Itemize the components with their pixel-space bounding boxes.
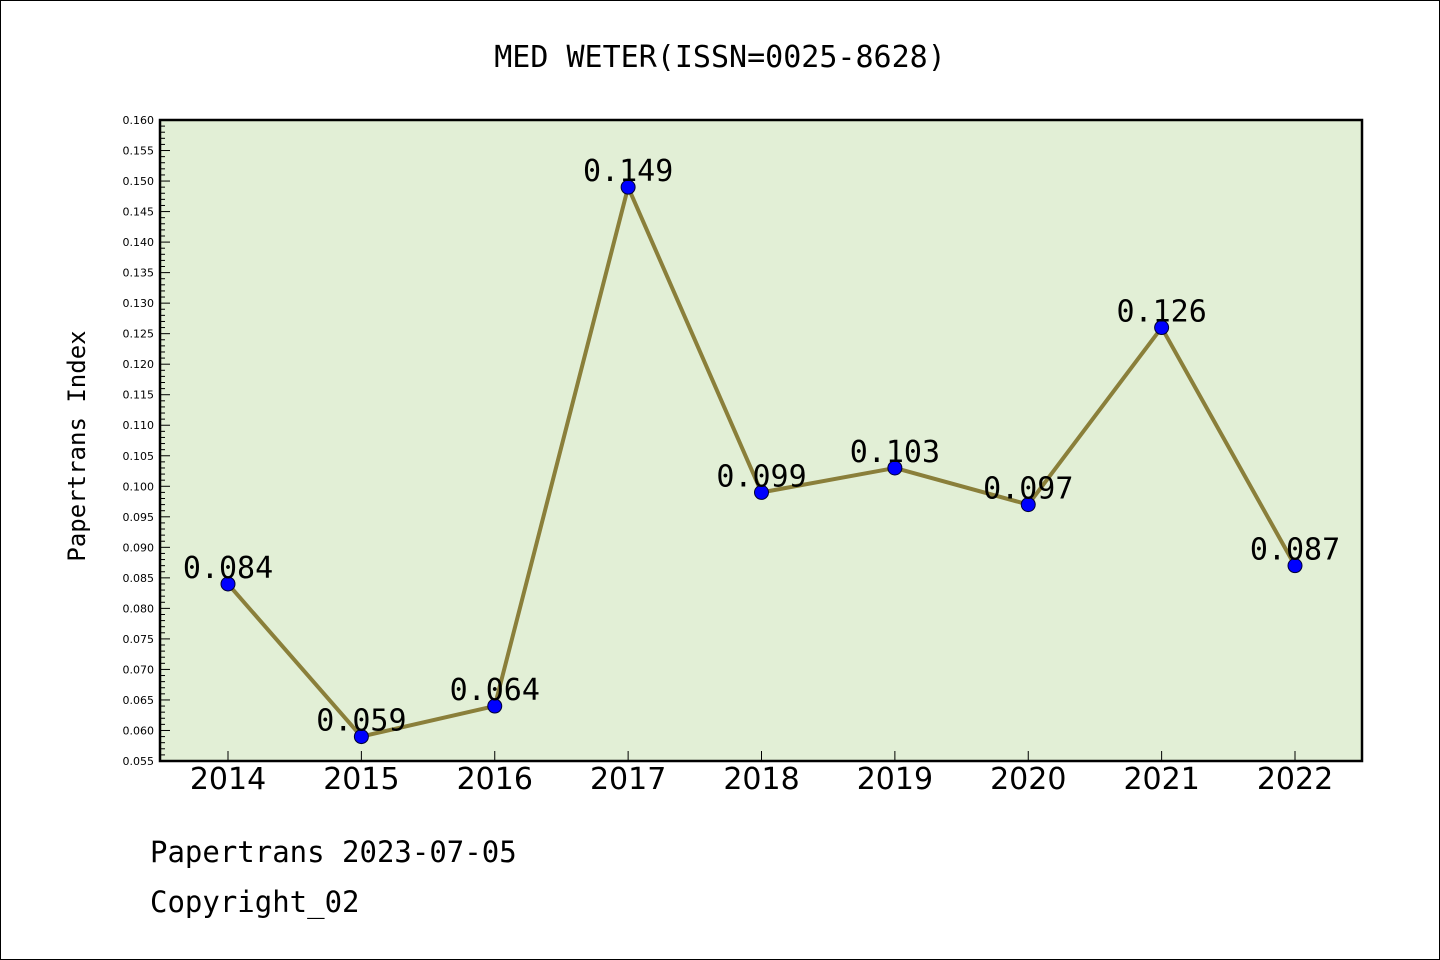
y-tick-label: 0.145: [123, 206, 155, 219]
x-tick-label: 2018: [723, 762, 799, 797]
data-point-marker: [353, 729, 369, 745]
x-tick-label: 2022: [1257, 762, 1333, 797]
y-tick-label: 0.155: [123, 145, 155, 158]
y-tick-label: 0.120: [123, 358, 155, 371]
data-point-marker: [487, 698, 503, 714]
y-tick-label: 0.125: [123, 328, 155, 341]
data-label-group: 0.084 0.059 0.064 0.149 0.099 0.103 0.097 0.126…: [183, 154, 1340, 738]
y-tick-label: 0.115: [123, 389, 155, 402]
x-axis: 2014 2015 2016 2017 2018 2019 2020 2021 2022: [190, 751, 1333, 797]
footer-copyright: Copyright_02: [150, 885, 360, 919]
data-point-marker: [1154, 320, 1170, 336]
y-tick-label: 0.140: [123, 236, 155, 249]
x-tick-label: 2020: [990, 762, 1066, 797]
x-tick-label: 2021: [1123, 762, 1199, 797]
y-tick-label: 0.100: [123, 480, 155, 493]
data-label: 0.087: [1250, 533, 1340, 568]
x-tick-label: 2015: [323, 762, 399, 797]
y-tick-label: 0.160: [123, 114, 155, 127]
y-tick-label: 0.105: [123, 450, 155, 463]
data-point-marker: [1287, 558, 1303, 574]
data-label: 0.064: [450, 673, 540, 708]
data-point-marker: [754, 484, 769, 500]
x-tick-label: 2017: [590, 762, 666, 797]
data-point-marker: [220, 576, 236, 592]
data-label: 0.103: [850, 435, 940, 470]
y-tick-label: 0.065: [123, 694, 155, 707]
y-tick-label: 0.110: [123, 419, 155, 432]
data-label: 0.084: [183, 551, 273, 586]
y-axis-label: Papertrans Index: [63, 330, 91, 561]
x-tick-label: 2019: [857, 762, 933, 797]
data-label: 0.126: [1116, 295, 1206, 330]
data-point-marker: [1020, 497, 1036, 513]
y-axis: 0.055 0.060 0.065 0.070 0.075 0.080 0.085 0.090…: [123, 114, 170, 768]
y-tick-label: 0.075: [123, 633, 155, 646]
data-label: 0.097: [983, 472, 1073, 507]
y-tick-label: 0.085: [123, 572, 155, 585]
data-label: 0.149: [583, 154, 673, 189]
y-tick-label: 0.130: [123, 297, 155, 310]
y-tick-label: 0.135: [123, 267, 155, 280]
series-line-group: [220, 179, 1303, 745]
chart-title: MED WETER(ISSN=0025-8628): [494, 40, 946, 75]
y-tick-label: 0.070: [123, 663, 155, 676]
y-tick-label: 0.090: [123, 541, 155, 554]
y-tick-label: 0.150: [123, 175, 155, 188]
data-point-marker: [620, 179, 636, 195]
y-tick-label: 0.055: [123, 755, 155, 768]
y-tick-label: 0.095: [123, 511, 155, 524]
footer-date: Papertrans 2023-07-05: [150, 835, 517, 869]
y-tick-label: 0.080: [123, 602, 155, 615]
x-tick-label: 2016: [457, 762, 533, 797]
y-tick-label: 0.060: [123, 724, 155, 737]
plot-area: [158, 118, 1364, 763]
data-label: 0.059: [316, 704, 406, 739]
data-label: 0.099: [716, 459, 806, 494]
x-tick-label: 2014: [190, 762, 266, 797]
data-point-marker: [887, 460, 903, 476]
